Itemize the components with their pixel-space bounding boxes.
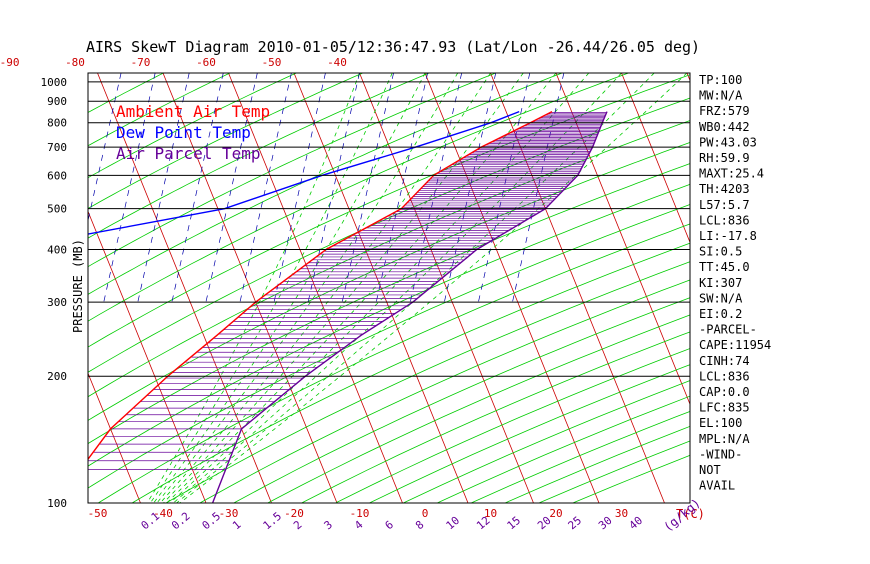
pressure-tick-label: 600 xyxy=(47,169,67,182)
mixing-ratio-line xyxy=(0,73,19,302)
index-item: TH:4203 xyxy=(699,182,750,196)
mixing-ratio-tick-label: 25 xyxy=(566,514,585,532)
index-item: LCL:836 xyxy=(699,369,750,383)
index-item: RH:59.9 xyxy=(699,151,750,165)
mixing-ratio-tick-label: 4 xyxy=(352,518,366,532)
isotherm-line xyxy=(818,73,870,503)
mixing-ratio-tick-label: 15 xyxy=(505,514,524,532)
bottom-temp-tick-label: 30 xyxy=(615,507,628,520)
index-item: SI:0.5 xyxy=(699,245,742,259)
pressure-tick-label: 1000 xyxy=(41,76,68,89)
isotherm-line xyxy=(0,73,10,503)
top-temp-tick-label: -40 xyxy=(327,56,347,69)
index-item: L57:5.7 xyxy=(699,198,750,212)
index-item: SW:N/A xyxy=(699,291,743,305)
mixing-ratio-line xyxy=(308,73,359,302)
bottom-temp-tick-label: -20 xyxy=(284,507,304,520)
dry-adiabat-line xyxy=(403,73,870,503)
index-item: TT:45.0 xyxy=(699,260,750,274)
legend: Ambient Air Temp Dew Point Temp Air Parc… xyxy=(116,102,270,163)
index-item: LI:-17.8 xyxy=(699,229,757,243)
mixing-ratio-tick-label: 10 xyxy=(444,514,463,532)
top-temp-tick-label: -80 xyxy=(65,56,85,69)
index-item: MAXT:25.4 xyxy=(699,167,764,181)
index-item: FRZ:579 xyxy=(699,104,750,118)
index-item: EL:100 xyxy=(699,416,742,430)
pressure-tick-label: 500 xyxy=(47,203,67,216)
y-axis-label: PRESSURE (MB) xyxy=(71,239,85,333)
index-item: AVAIL xyxy=(699,479,735,493)
index-item: CAPE:11954 xyxy=(699,338,771,352)
index-item: TP:100 xyxy=(699,73,742,87)
pressure-tick-label: 300 xyxy=(47,296,67,309)
index-item: MW:N/A xyxy=(699,89,743,103)
pressure-tick-label: 800 xyxy=(47,117,67,130)
mixing-ratio-tick-label: 40 xyxy=(627,514,646,532)
top-temp-tick-label: -70 xyxy=(131,56,151,69)
bottom-temp-tick-label: 0 xyxy=(422,507,429,520)
index-item: KI:307 xyxy=(699,276,742,290)
pressure-tick-label: 200 xyxy=(47,370,67,383)
pressure-tick-label: 400 xyxy=(47,243,67,256)
pressure-tick-label: 900 xyxy=(47,95,67,108)
mixing-ratio-tick-label: 8 xyxy=(413,518,426,532)
index-item: -WIND- xyxy=(699,447,742,461)
top-temp-tick-label: -60 xyxy=(196,56,216,69)
index-item: EI:0.2 xyxy=(699,307,742,321)
index-item: CINH:74 xyxy=(699,354,750,368)
mixing-ratio-tick-label: 1.5 xyxy=(261,510,285,533)
mixing-ratio-tick-label: 3 xyxy=(322,518,335,532)
pressure-tick-label: 100 xyxy=(47,497,67,510)
bottom-temp-tick-label: -10 xyxy=(350,507,370,520)
legend-parcel: Air Parcel Temp xyxy=(116,144,261,163)
top-temp-tick-label: -90 xyxy=(0,56,19,69)
mixing-ratio-line xyxy=(376,73,427,302)
isotherm-line xyxy=(0,73,75,503)
index-item: WB0:442 xyxy=(699,120,750,134)
chart-title: AIRS SkewT Diagram 2010-01-05/12:36:47.9… xyxy=(86,38,700,56)
bottom-temp-tick-label: 20 xyxy=(549,507,562,520)
isotherm-line xyxy=(753,73,870,503)
pressure-tick-label: 700 xyxy=(47,141,67,154)
mixing-ratio-tick-label: 6 xyxy=(383,518,396,532)
legend-ambient: Ambient Air Temp xyxy=(116,102,270,121)
index-item: LCL:836 xyxy=(699,213,750,227)
top-temp-tick-label: -50 xyxy=(262,56,282,69)
mixing-ratio-tick-label: 30 xyxy=(596,514,615,532)
index-item: LFC:835 xyxy=(699,401,750,415)
mixing-ratio-tick-label: 2 xyxy=(291,518,304,532)
index-item: MPL:N/A xyxy=(699,432,750,446)
legend-dewpoint: Dew Point Temp xyxy=(116,123,251,142)
index-item: NOT xyxy=(699,463,721,477)
index-item: -PARCEL- xyxy=(699,323,757,337)
index-item: PW:43.03 xyxy=(699,135,757,149)
mixing-ratio-line xyxy=(2,73,53,302)
mixing-ratio-tick-label: 1 xyxy=(230,518,243,532)
bottom-temp-tick-label: -50 xyxy=(88,507,108,520)
index-item: CAP:0.0 xyxy=(699,385,750,399)
